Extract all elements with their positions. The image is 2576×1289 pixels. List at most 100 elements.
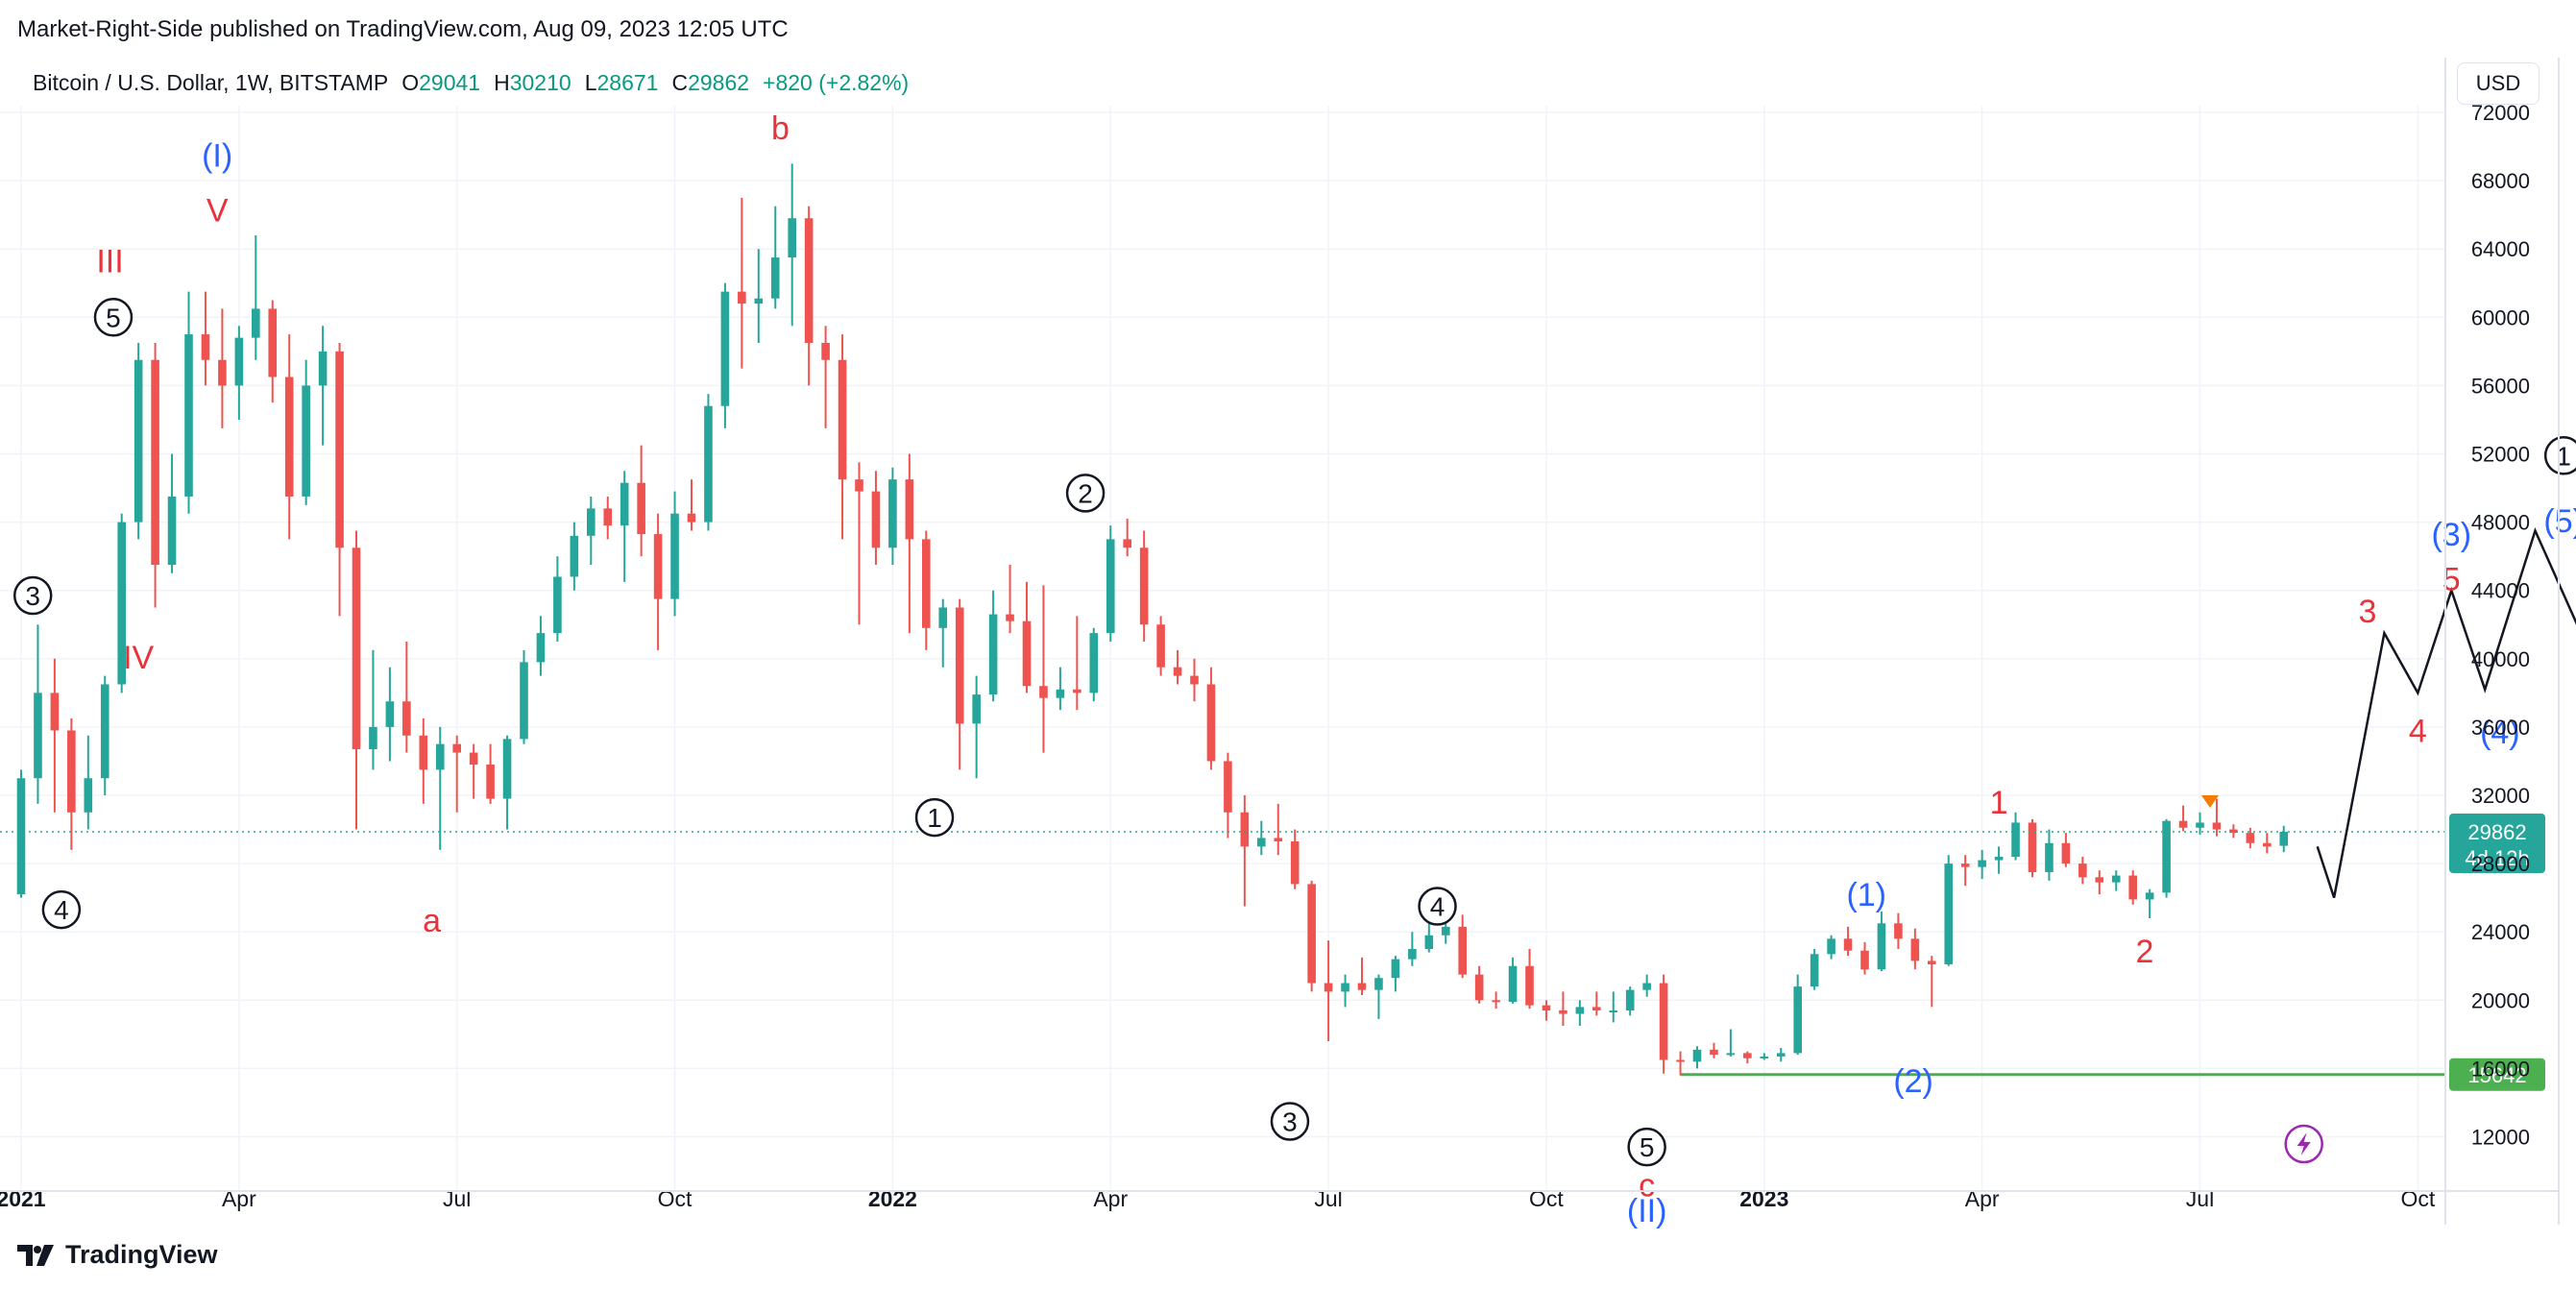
candle-body bbox=[2178, 820, 2188, 828]
candle bbox=[988, 590, 998, 702]
candle-body bbox=[1743, 1053, 1752, 1058]
candle bbox=[1877, 911, 1886, 972]
candle bbox=[1139, 530, 1149, 643]
wave-circle bbox=[914, 797, 955, 838]
currency-button[interactable]: USD bbox=[2457, 62, 2540, 105]
candle-body bbox=[922, 539, 931, 628]
candle bbox=[302, 359, 310, 505]
candle-body bbox=[151, 359, 159, 566]
candle bbox=[1391, 956, 1400, 992]
candle bbox=[670, 491, 679, 617]
wave-circle bbox=[41, 889, 82, 930]
candle bbox=[2145, 888, 2154, 918]
candle-body bbox=[284, 377, 294, 497]
y-tick-label: 36000 bbox=[2471, 716, 2530, 740]
candle bbox=[838, 334, 847, 540]
candle bbox=[1257, 820, 1266, 856]
candle bbox=[788, 163, 796, 327]
candle-body bbox=[2028, 822, 2037, 872]
candle-body bbox=[84, 778, 93, 813]
x-tick-label: Apr bbox=[222, 1186, 256, 1211]
candle-body bbox=[587, 508, 595, 536]
candle-body bbox=[1290, 840, 1300, 885]
candle-body bbox=[720, 291, 730, 406]
wave-label: 3 bbox=[25, 581, 40, 611]
candle-body bbox=[201, 334, 210, 360]
candle bbox=[100, 675, 109, 795]
candle bbox=[653, 513, 663, 650]
candle bbox=[720, 282, 730, 428]
candle bbox=[553, 556, 562, 643]
candle-body bbox=[1559, 1009, 1567, 1014]
candle-body bbox=[1424, 935, 1434, 949]
candle bbox=[134, 342, 143, 540]
candle-body bbox=[2246, 833, 2255, 843]
candle-body bbox=[335, 351, 344, 548]
candle-body bbox=[855, 479, 863, 492]
candle-body bbox=[1089, 633, 1099, 693]
candle-body bbox=[1206, 684, 1216, 762]
candle-body bbox=[1274, 838, 1283, 841]
candle bbox=[385, 667, 395, 762]
wave-label: III bbox=[96, 244, 123, 280]
wave-label: (3) bbox=[2431, 517, 2471, 553]
candle bbox=[1039, 585, 1048, 753]
candle-body bbox=[268, 308, 278, 377]
candle bbox=[1374, 974, 1383, 1019]
candle-body bbox=[1056, 689, 1065, 698]
candle bbox=[687, 479, 696, 531]
x-tick-label: Oct bbox=[658, 1186, 693, 1211]
candle bbox=[804, 206, 814, 386]
candle-body bbox=[2128, 875, 2137, 900]
candle-body bbox=[1073, 689, 1081, 693]
wave-label: 5 bbox=[2442, 561, 2461, 597]
candle-body bbox=[234, 337, 244, 386]
candle-body bbox=[653, 534, 663, 599]
candle-body bbox=[1793, 986, 1802, 1054]
candle bbox=[335, 342, 344, 617]
brand-name: TradingView bbox=[65, 1240, 218, 1269]
candle-body bbox=[2061, 842, 2071, 864]
candle bbox=[1324, 940, 1333, 1041]
candle-body bbox=[536, 633, 546, 663]
candle-body bbox=[1625, 989, 1635, 1010]
wave-label: a bbox=[423, 903, 441, 939]
candle-body bbox=[1726, 1053, 1736, 1056]
candle bbox=[587, 496, 595, 566]
candle-body bbox=[16, 778, 26, 895]
candle bbox=[1592, 991, 1601, 1016]
published-info: Market-Right-Side published on TradingVi… bbox=[17, 16, 789, 42]
candle bbox=[1692, 1046, 1702, 1069]
candle bbox=[1960, 855, 1970, 887]
candle bbox=[16, 769, 26, 898]
wave-label-circle: 1 bbox=[914, 797, 955, 838]
candle-body bbox=[2263, 842, 2272, 847]
candle bbox=[67, 718, 76, 850]
candle bbox=[1073, 616, 1081, 711]
last-price-label: 29862 bbox=[2467, 820, 2526, 844]
symbol-legend: Bitcoin / U.S. Dollar, 1W, BITSTAMP O290… bbox=[33, 70, 909, 96]
y-tick-label: 40000 bbox=[2471, 647, 2530, 671]
candle-body bbox=[2011, 822, 2020, 857]
wave-circle bbox=[2543, 436, 2576, 475]
x-tick-label: Jul bbox=[1314, 1186, 1342, 1211]
candle-body bbox=[570, 535, 579, 577]
candle bbox=[84, 735, 93, 830]
support-price-tag bbox=[2449, 1058, 2545, 1091]
candle bbox=[452, 735, 461, 813]
candle bbox=[2212, 798, 2222, 837]
tradingview-brand[interactable]: TradingView bbox=[17, 1240, 218, 1270]
candle-body bbox=[318, 351, 328, 386]
candle-body bbox=[704, 405, 713, 523]
candle bbox=[117, 513, 126, 693]
candle-body bbox=[1324, 983, 1333, 992]
candle-body bbox=[1910, 938, 1920, 961]
y-tick-label: 16000 bbox=[2471, 1057, 2530, 1081]
candle bbox=[570, 522, 579, 591]
candle-body bbox=[1374, 978, 1383, 990]
candle bbox=[1994, 846, 2004, 874]
markers-layer bbox=[2200, 795, 2323, 1164]
candle bbox=[888, 467, 897, 566]
